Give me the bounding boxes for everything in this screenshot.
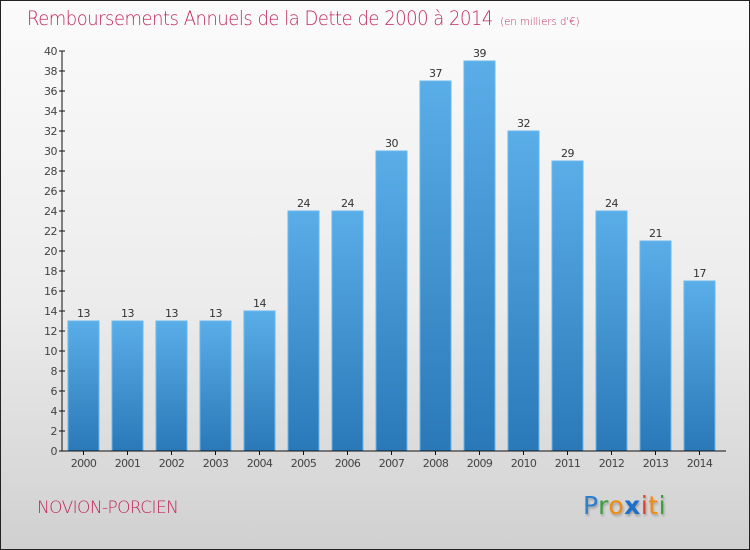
chart-title-text: Remboursements Annuels de la Dette de 20… (27, 7, 493, 30)
y-tick-label: 28 (44, 165, 57, 178)
data-label: 13 (209, 307, 222, 320)
y-tick-label: 2 (51, 425, 58, 438)
y-tick-label: 30 (44, 145, 57, 158)
bar (683, 280, 716, 452)
bar (111, 320, 144, 452)
x-tick-label: 2009 (467, 457, 493, 470)
bar (199, 320, 232, 452)
data-label: 24 (297, 197, 310, 210)
x-tick-label: 2011 (555, 457, 581, 470)
data-label: 24 (341, 197, 354, 210)
y-tick-label: 0 (51, 445, 58, 458)
y-tick-label: 6 (51, 385, 58, 398)
y-tick-label: 32 (44, 125, 57, 138)
data-label: 29 (561, 147, 574, 160)
bar (243, 310, 276, 452)
bar (551, 160, 584, 452)
y-tick-label: 38 (44, 65, 57, 78)
commune-name: NOVION-PORCIEN (37, 498, 179, 518)
bars: 13 13 13 13 14 24 24 30 37 39 32 29 24 21 17 (67, 47, 716, 452)
y-tick-label: 34 (44, 105, 57, 118)
data-label: 21 (649, 227, 662, 240)
x-tick-label: 2013 (643, 457, 669, 470)
bar (507, 130, 540, 452)
x-tick-label: 2008 (423, 457, 449, 470)
bar (67, 320, 100, 452)
bar (287, 210, 320, 452)
x-tick-label: 2001 (115, 457, 141, 470)
y-tick-label: 16 (44, 285, 57, 298)
y-tick-label: 22 (44, 225, 57, 238)
x-tick-label: 2012 (599, 457, 625, 470)
data-label: 17 (693, 267, 706, 280)
proxiti-logo[interactable]: Proxiti (583, 491, 666, 520)
bar (331, 210, 364, 452)
x-tick-label: 2004 (247, 457, 273, 470)
x-tick-label: 2002 (159, 457, 185, 470)
x-tick-label: 2006 (335, 457, 361, 470)
data-label: 13 (165, 307, 178, 320)
chart-title: Remboursements Annuels de la Dette de 20… (27, 7, 580, 30)
logo-letter: P (583, 491, 599, 520)
x-tick-label: 2005 (291, 457, 317, 470)
data-label: 37 (429, 67, 442, 80)
y-tick-label: 20 (44, 245, 57, 258)
logo-letter: x (624, 491, 641, 520)
y-tick-label: 10 (44, 345, 57, 358)
y-tick-label: 14 (44, 305, 57, 318)
data-label: 24 (605, 197, 618, 210)
y-tick-label: 8 (51, 365, 58, 378)
logo-letter: i (640, 491, 649, 520)
logo-letter: o (608, 491, 625, 520)
data-label: 32 (517, 117, 530, 130)
y-tick-label: 24 (44, 205, 57, 218)
logo-letter: t (648, 491, 659, 520)
data-label: 13 (77, 307, 90, 320)
bar (375, 150, 408, 452)
bar (155, 320, 188, 452)
data-label: 14 (253, 297, 266, 310)
bar (639, 240, 672, 452)
y-tick-label: 36 (44, 85, 57, 98)
chart-unit: (en milliers d'€) (500, 15, 580, 28)
data-label: 30 (385, 137, 398, 150)
y-tick-label: 18 (44, 265, 57, 278)
data-label: 13 (121, 307, 134, 320)
logo-letter: r (598, 491, 609, 520)
x-tick-label: 2010 (511, 457, 537, 470)
bar (463, 60, 496, 452)
bar (595, 210, 628, 452)
y-tick-label: 26 (44, 185, 57, 198)
x-tick-label: 2000 (71, 457, 97, 470)
x-tick-label: 2014 (687, 457, 713, 470)
y-tick-label: 4 (51, 405, 58, 418)
x-tick-label: 2003 (203, 457, 229, 470)
y-tick-label: 40 (44, 45, 57, 58)
x-axis: 2000 2001 2002 2003 2004 2005 2006 2007 2008 2009… (62, 450, 726, 470)
bar (419, 80, 452, 452)
data-label: 39 (473, 47, 486, 60)
y-tick-label: 12 (44, 325, 57, 338)
logo-letter: i (658, 491, 667, 520)
x-tick-label: 2007 (379, 457, 405, 470)
